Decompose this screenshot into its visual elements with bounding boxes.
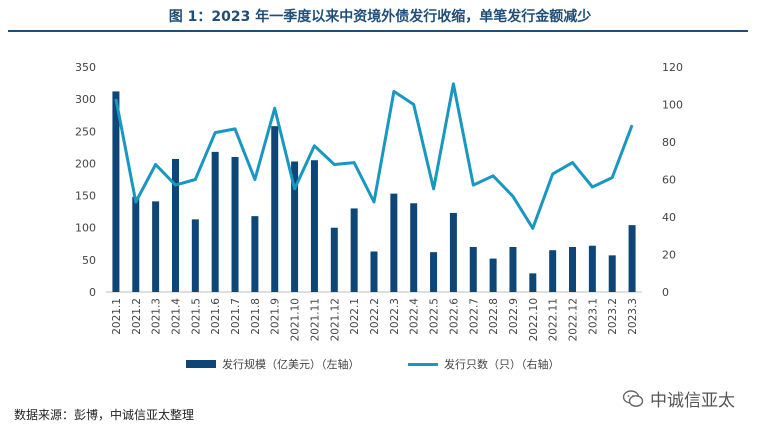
- x-tick-label: 2021.1: [111, 298, 123, 335]
- bar: [509, 247, 517, 292]
- bar: [410, 203, 418, 292]
- legend-bar-label: 发行规模（亿美元）（左轴）: [222, 358, 360, 371]
- legend-bar-swatch: [186, 360, 216, 368]
- bar: [291, 161, 299, 292]
- bar: [529, 273, 537, 292]
- y-left-tick-label: 200: [75, 157, 96, 170]
- legend-line: 发行只数（只）（右轴）: [408, 356, 560, 372]
- y-left-tick-label: 100: [75, 222, 96, 235]
- bar: [608, 255, 616, 292]
- watermark: 中诚信亚太: [622, 386, 735, 411]
- x-tick-label: 2022.10: [528, 298, 540, 341]
- bar: [628, 225, 636, 292]
- bar: [112, 91, 120, 292]
- y-right-tick-label: 60: [662, 174, 676, 187]
- bar: [390, 193, 398, 292]
- x-tick-label: 2023.2: [607, 298, 619, 335]
- x-tick-label: 2022.3: [389, 298, 401, 335]
- source-note: 数据来源：彭博，中诚信亚太整理: [14, 408, 195, 422]
- bar: [588, 245, 596, 292]
- bar: [310, 160, 318, 292]
- bar: [330, 227, 338, 292]
- bar: [132, 196, 140, 292]
- x-tick-label: 2022.7: [468, 298, 480, 335]
- x-tick-label: 2021.3: [151, 298, 163, 335]
- x-tick-label: 2022.4: [409, 298, 421, 335]
- bar: [449, 212, 457, 292]
- bar: [191, 219, 199, 292]
- y-left-tick-label: 150: [75, 190, 96, 203]
- x-tick-label: 2023.3: [627, 298, 639, 335]
- bar: [271, 126, 279, 293]
- x-tick-label: 2021.10: [290, 298, 302, 341]
- y-right-tick-label: 40: [662, 211, 676, 224]
- bar: [231, 157, 239, 292]
- series-line: [114, 82, 634, 230]
- bar: [549, 250, 557, 292]
- legend-line-label: 发行只数（只）（右轴）: [444, 358, 560, 371]
- bar-line-chart: 0 50 100 150 200 250 300 350 0 20 40 60 80 100 120 2021…: [75, 61, 683, 341]
- bar: [251, 216, 259, 292]
- y-right-tick-label: 20: [662, 249, 676, 262]
- x-tick-label: 2023.1: [587, 298, 599, 335]
- legend-line-swatch: [408, 362, 438, 366]
- y-right-tick-label: 100: [662, 99, 683, 112]
- bar: [152, 201, 160, 292]
- x-tick-label: 2021.4: [170, 298, 182, 335]
- x-tick-label: 2021.9: [270, 298, 282, 335]
- bar: [569, 247, 577, 292]
- bar: [171, 158, 179, 292]
- x-tick-label: 2022.6: [448, 298, 460, 335]
- x-tick-label: 2022.12: [568, 298, 580, 341]
- x-tick-label: 2022.11: [548, 298, 560, 341]
- y-left-tick-label: 0: [89, 286, 96, 299]
- x-tick-label: 2022.5: [429, 298, 441, 335]
- x-tick-label: 2021.7: [230, 298, 242, 335]
- x-tick-label: 2021.6: [210, 298, 222, 335]
- x-tick-label: 2021.5: [190, 298, 202, 335]
- bar: [430, 252, 438, 292]
- x-tick-label: 2022.1: [349, 298, 361, 335]
- bar: [469, 247, 477, 292]
- chart-title: 图 1：2023 年一季度以来中资境外债发行收缩，单笔发行金额减少: [168, 9, 592, 25]
- x-tick-label: 2021.12: [329, 298, 341, 341]
- y-left-tick-label: 250: [75, 125, 96, 138]
- x-tick-label: 2021.2: [131, 298, 143, 335]
- y-right-tick-label: 120: [662, 61, 683, 74]
- x-tick-label: 2022.9: [508, 298, 520, 335]
- y-left-tick-label: 350: [75, 61, 96, 74]
- watermark-text: 中诚信亚太: [650, 391, 735, 411]
- y-left-tick-label: 300: [75, 93, 96, 106]
- x-tick-label: 2022.2: [369, 298, 381, 335]
- bar: [370, 251, 378, 292]
- y-left-tick-label: 50: [82, 254, 96, 267]
- bar: [489, 258, 497, 292]
- bar: [350, 208, 358, 292]
- bar: [211, 151, 219, 292]
- title-divider: [8, 30, 748, 32]
- legend-bar: 发行规模（亿美元）（左轴）: [186, 356, 360, 372]
- x-tick-label: 2022.8: [488, 298, 500, 335]
- x-tick-label: 2021.8: [250, 298, 262, 335]
- y-right-tick-label: 0: [662, 286, 669, 299]
- wechat-icon: [622, 389, 644, 407]
- x-tick-label: 2021.11: [309, 298, 321, 341]
- y-right-tick-label: 80: [662, 136, 676, 149]
